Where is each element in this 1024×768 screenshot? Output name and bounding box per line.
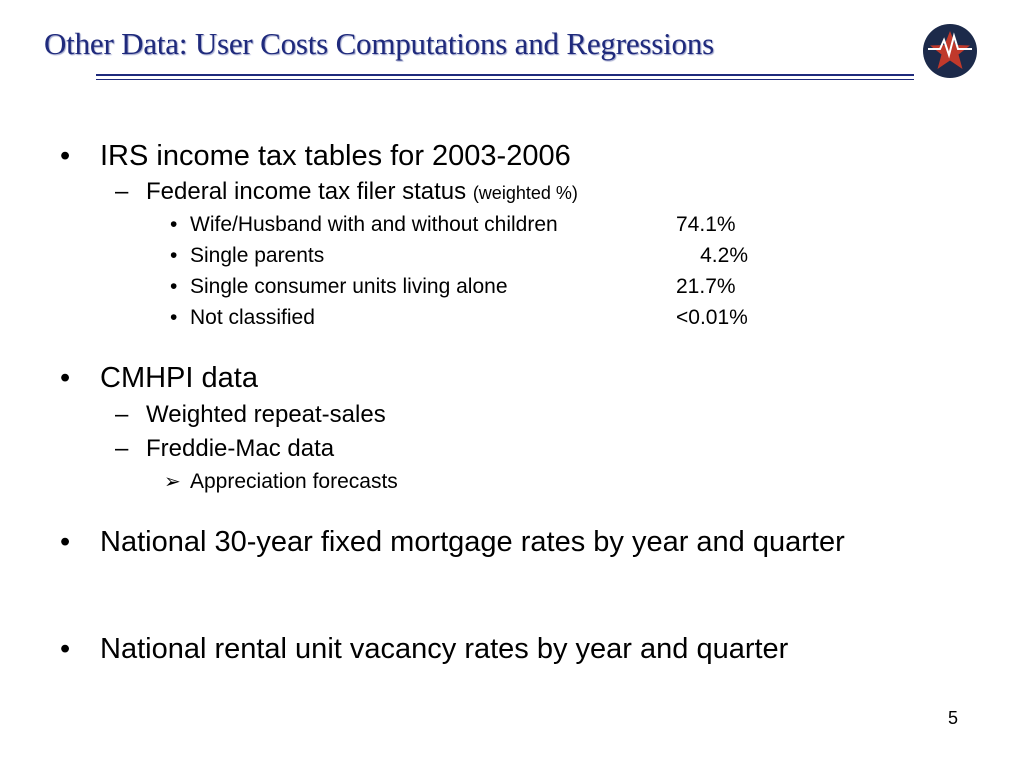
repeat-sales-label: Weighted repeat-sales — [146, 401, 386, 428]
bullet-marker: • — [170, 275, 178, 298]
sub-bullet-freddie-mac: – Freddie-Mac data — [115, 435, 335, 463]
bullet-marker: • — [170, 244, 178, 267]
bullet-irs-text: IRS income tax tables for 2003-2006 — [100, 140, 571, 172]
bullet-vacancy-text: National rental unit vacancy rates by ye… — [100, 633, 789, 665]
filer-item-value: 74.1% — [676, 213, 736, 236]
dash-marker: – — [115, 401, 129, 428]
filer-item-value: 21.7% — [676, 275, 736, 298]
filer-status-note: (weighted %) — [472, 183, 578, 203]
filer-item-label: Wife/Husband with and without children — [190, 213, 558, 236]
bullet-irs: • IRS income tax tables for 2003-2006 — [60, 139, 900, 173]
page-number: 5 — [948, 708, 959, 728]
filer-item-value: 4.2% — [700, 244, 748, 267]
bullet-cmhpi: • CMHPI data — [60, 361, 900, 395]
sub-bullet-filer-status: – Federal income tax filer status (weigh… — [115, 178, 578, 207]
bullet-marker: • — [60, 362, 71, 394]
filer-item-label: Single parents — [190, 244, 325, 267]
sub-bullet-repeat-sales: – Weighted repeat-sales — [115, 401, 386, 429]
appreciation-label: Appreciation forecasts — [190, 470, 398, 493]
filer-status-label: Federal income tax filer status — [146, 178, 467, 205]
title-underline-thin — [96, 79, 914, 80]
appreciation-item: ➢ Appreciation forecasts — [164, 469, 398, 495]
bullet-cmhpi-text: CMHPI data — [100, 362, 258, 394]
filer-item: • Wife/Husband with and without children… — [170, 212, 736, 238]
slide-title: Other Data: User Costs Computations and … — [44, 26, 714, 61]
filer-item-label: Single consumer units living alone — [190, 275, 508, 298]
bullet-marker: • — [60, 526, 71, 558]
bullet-mortgage-text: National 30-year fixed mortgage rates by… — [100, 526, 845, 558]
filer-item-value: <0.01% — [676, 306, 748, 329]
filer-item-label: Not classified — [190, 306, 315, 329]
title-underline — [96, 74, 914, 76]
freddie-mac-label: Freddie-Mac data — [146, 435, 335, 462]
bullet-marker: • — [170, 213, 178, 236]
bullet-marker: • — [60, 140, 71, 172]
filer-item: • Single consumer units living alone 21.… — [170, 274, 736, 300]
bullet-mortgage: • National 30-year fixed mortgage rates … — [60, 525, 900, 559]
bullet-marker: • — [60, 633, 71, 665]
bullet-vacancy: • National rental unit vacancy rates by … — [60, 632, 900, 666]
dash-marker: – — [115, 435, 129, 462]
arrow-bullet-icon: ➢ — [164, 471, 181, 493]
bullet-marker: • — [170, 306, 178, 329]
dash-marker: – — [115, 178, 129, 205]
filer-item: • Not classified <0.01% — [170, 305, 748, 331]
filer-item: • Single parents 4.2% — [170, 243, 748, 269]
star-shield-icon — [923, 24, 977, 78]
